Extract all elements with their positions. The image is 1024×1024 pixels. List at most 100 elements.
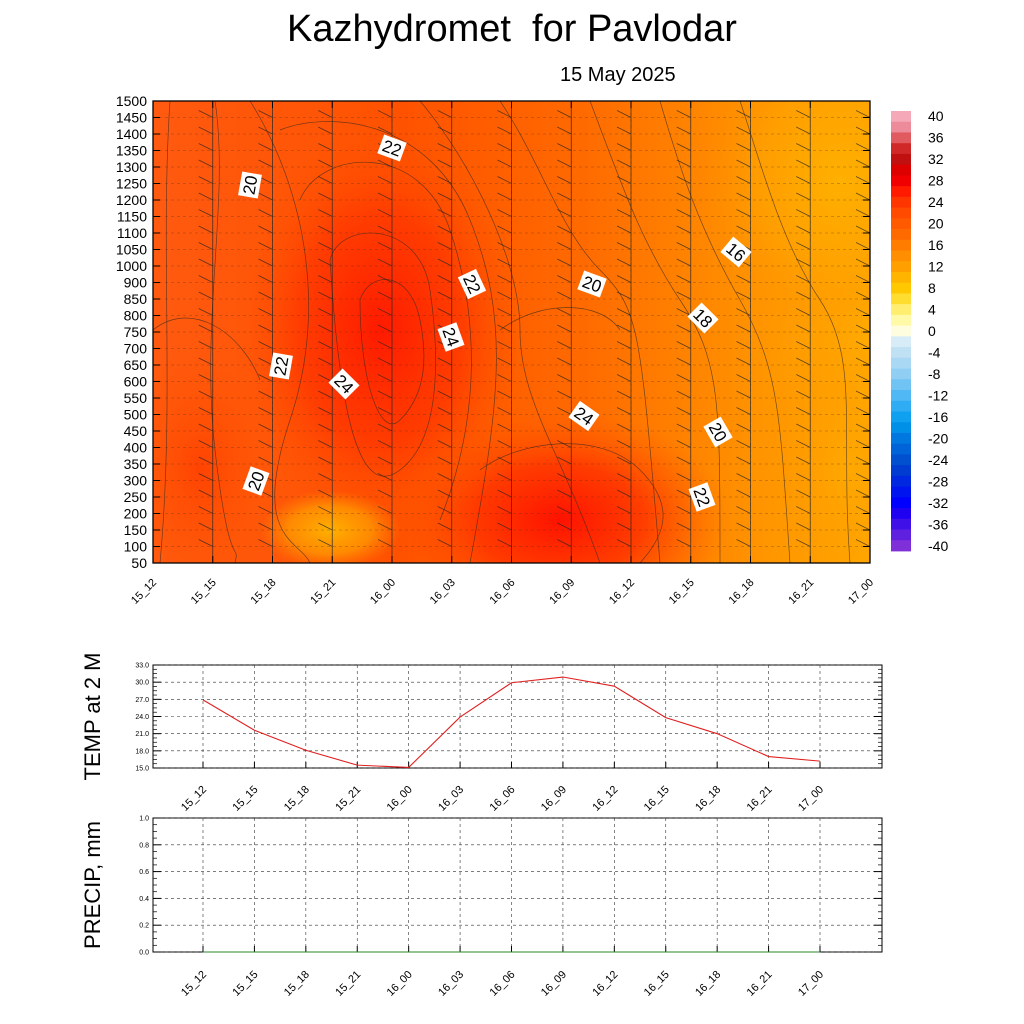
wind-barb — [437, 225, 452, 234]
wind-barb — [616, 275, 632, 283]
wind-barb — [796, 456, 811, 465]
x-tick-label: 16_06 — [488, 577, 518, 607]
panel-y-tick-label: 15.0 — [135, 766, 149, 773]
wind-barb — [497, 423, 512, 432]
wind-barb — [318, 440, 333, 448]
panel-y-tick-label: 0.4 — [139, 896, 149, 903]
wind-barb — [676, 473, 691, 481]
contour-label-box — [269, 352, 293, 380]
wind-barb — [676, 374, 691, 382]
wind-barb — [198, 258, 213, 267]
wind-barb — [676, 110, 691, 118]
panel-y-axis-label: PRECIP, mm — [80, 821, 105, 949]
wind-barb — [318, 143, 333, 151]
wind-barb — [557, 423, 572, 432]
colorbar-swatch — [891, 261, 911, 273]
isotherm-line — [499, 101, 661, 563]
wind-barb — [796, 176, 811, 184]
panel-y-tick-label: 0.6 — [139, 869, 149, 876]
wind-barb — [437, 407, 452, 415]
wind-barb — [855, 275, 870, 283]
heatmap-y-ticks: 1500145014001350130012501200115011001050… — [116, 93, 870, 571]
colorbar-label: -16 — [928, 409, 948, 425]
wind-barb — [437, 390, 452, 399]
colorbar-label: 16 — [928, 237, 944, 253]
panel-x-tick-label: 15_21 — [333, 784, 363, 814]
wind-barb — [676, 258, 691, 267]
wind-barb — [736, 522, 751, 531]
wind-barb — [198, 522, 213, 531]
wind-barb — [377, 341, 393, 349]
wind-barb — [796, 126, 811, 135]
y-tick-label: 800 — [124, 308, 148, 324]
contour-label: 22 — [269, 352, 293, 380]
wind-barb — [198, 489, 213, 498]
wind-barb — [676, 176, 691, 184]
wind-barb — [557, 242, 572, 250]
x-tick-label: 16_00 — [368, 577, 398, 607]
wind-barb — [497, 143, 512, 151]
wind-barb — [198, 407, 213, 415]
colorbar-swatch — [891, 390, 911, 402]
colorbar-label: -12 — [928, 388, 948, 404]
wind-barb — [437, 209, 452, 217]
wind-barb — [796, 473, 811, 481]
wind-barb — [258, 357, 273, 366]
colorbar-swatch — [891, 175, 911, 187]
wind-barb — [198, 176, 213, 184]
wind-barb — [497, 341, 512, 349]
contour-label-text: 20 — [239, 174, 261, 196]
colorbar-swatch — [891, 153, 911, 166]
colorbar-label: -28 — [928, 474, 948, 490]
wind-barb — [437, 308, 452, 316]
wind-barb — [557, 308, 572, 316]
wind-barb — [736, 209, 751, 217]
wind-barb — [258, 110, 273, 118]
colorbar-swatch — [891, 304, 911, 316]
wind-barb — [736, 423, 751, 432]
wind-barb — [736, 176, 751, 184]
wind-barb — [855, 473, 870, 481]
panel-x-tick-label: 15_12 — [179, 784, 209, 814]
panel-y-tick-label: 27.0 — [135, 697, 149, 704]
wind-barb — [377, 242, 393, 250]
panel-x-tick-label: 15_15 — [230, 969, 260, 999]
colorbar-swatch — [891, 218, 911, 230]
y-tick-label: 500 — [124, 407, 148, 423]
wind-barb — [616, 225, 632, 234]
wind-barb — [258, 539, 273, 547]
wind-barb — [676, 126, 691, 135]
wind-barb — [377, 308, 393, 316]
wind-barb — [557, 341, 572, 349]
wind-barb — [676, 407, 691, 415]
wind-barb — [377, 209, 393, 217]
wind-barb — [377, 374, 393, 382]
y-tick-label: 1150 — [117, 209, 147, 225]
wind-barb — [198, 423, 213, 432]
wind-barb — [318, 275, 333, 283]
panel-x-tick-label: 15_15 — [230, 784, 260, 814]
wind-barb — [497, 407, 512, 415]
wind-barb — [736, 390, 751, 399]
x-tick-label: 15_15 — [189, 577, 219, 607]
colorbar-label: 40 — [928, 108, 944, 124]
wind-barb — [437, 473, 452, 481]
x-tick-label: 16_21 — [786, 577, 816, 607]
wind-barb — [497, 357, 512, 366]
wind-barb — [616, 192, 632, 201]
wind-barb — [796, 275, 811, 283]
colorbar-swatch — [891, 325, 911, 337]
wind-barb — [855, 440, 870, 448]
wind-barb — [676, 341, 691, 349]
wind-barb — [497, 522, 512, 531]
wind-barb — [377, 324, 393, 333]
wind-barb — [198, 225, 213, 234]
colorbar-label: -24 — [928, 452, 948, 468]
wind-barb — [318, 407, 333, 415]
panel-y-tick-label: 21.0 — [135, 731, 149, 738]
wind-barb — [855, 324, 870, 333]
wind-barb — [796, 489, 811, 498]
colorbar-swatch — [891, 314, 911, 327]
wind-barb — [198, 341, 213, 349]
wind-barb — [676, 506, 691, 514]
